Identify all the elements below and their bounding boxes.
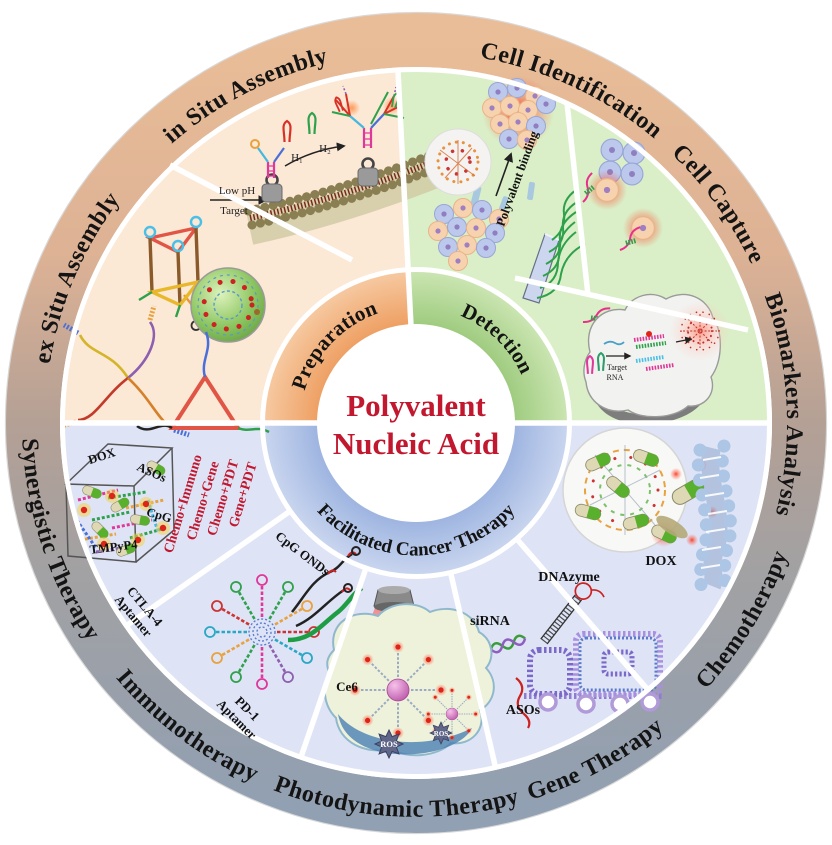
- separators: [60, 67, 772, 779]
- outer-border: [4, 11, 828, 835]
- label-target-rna-1: Target: [607, 363, 628, 372]
- label-low-ph: Low pH: [219, 185, 255, 197]
- chemotherapy-art: [562, 427, 737, 595]
- therapy-segment: [264, 423, 568, 575]
- label-sirna: siRNA: [470, 614, 511, 629]
- cell-identification-art: [424, 76, 556, 271]
- preparation-region: [64, 71, 408, 423]
- cell-capture-art: [522, 138, 663, 330]
- label-dnazyme: DNAzyme: [538, 570, 599, 585]
- label-tmpyp4: TMPyP4: [89, 537, 139, 557]
- center-circle: [317, 324, 515, 522]
- center-title-line2: Nucleic Acid: [333, 426, 499, 461]
- sirna-helix: [489, 634, 527, 654]
- label-ros-small: ROS: [434, 730, 449, 738]
- cell-cluster-top: [482, 76, 556, 150]
- label-asos-gene: ASOs: [506, 703, 541, 718]
- label-h2: H₂: [319, 143, 331, 155]
- outer-ring-band: [6, 13, 826, 833]
- preparation-segment: [264, 271, 411, 423]
- label-h1: H₁: [291, 152, 303, 164]
- ce6-star-small: [424, 686, 480, 742]
- center-title-line1: Polyvalent: [346, 388, 486, 423]
- svg-text:TMPyP4: TMPyP4: [89, 537, 139, 557]
- cube-dots: [77, 489, 170, 551]
- dendrimer: [203, 573, 321, 691]
- label-target-rna-2: RNA: [607, 373, 624, 382]
- dna-rungs: [699, 456, 728, 569]
- label-cpg-cube: CpG: [145, 505, 174, 526]
- label-ros-large: ROS: [380, 739, 398, 749]
- detection-segment: [408, 270, 568, 423]
- cube-frame: [64, 443, 175, 563]
- ce6-star-large: [348, 640, 448, 740]
- svg-text:CpG: CpG: [145, 505, 174, 526]
- photodynamic-therapy-art: [323, 586, 495, 759]
- label-ce6: Ce6: [336, 679, 358, 694]
- ex-situ-assembly-art: [60, 215, 270, 438]
- label-dox-chemo: DOX: [645, 554, 676, 569]
- capture-strands: [536, 189, 586, 299]
- synergistic-therapy-art: [64, 443, 175, 563]
- label-target: Target: [220, 205, 248, 217]
